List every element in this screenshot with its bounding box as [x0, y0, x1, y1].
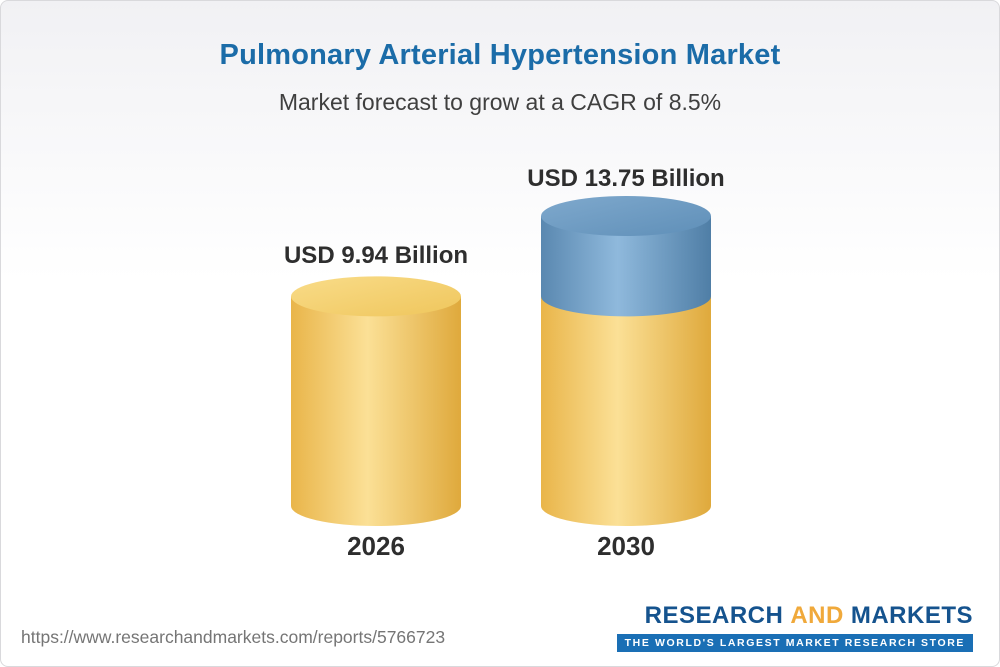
- logo-word-research: RESEARCH: [644, 602, 784, 629]
- chart-subtitle: Market forecast to grow at a CAGR of 8.5…: [278, 89, 722, 115]
- category-label-2030: 2030: [597, 531, 655, 561]
- category-label-2026: 2026: [347, 531, 405, 561]
- value-label-2026: USD 9.94 Billion: [283, 242, 469, 269]
- logo-wordmark: RESEARCH AND MARKETS: [645, 602, 973, 630]
- logo-word-markets: MARKETS: [850, 602, 973, 629]
- research-and-markets-logo: RESEARCH AND MARKETS THE WORLD'S LARGEST…: [616, 602, 973, 652]
- logo-word-and: AND: [790, 602, 844, 629]
- value-label-2030: USD 13.75 Billion: [527, 165, 725, 192]
- report-url: https://www.researchandmarkets.com/repor…: [21, 627, 446, 647]
- logo-tagline: THE WORLD'S LARGEST MARKET RESEARCH STOR…: [616, 634, 973, 652]
- chart-title: Pulmonary Arterial Hypertension Market: [219, 39, 781, 71]
